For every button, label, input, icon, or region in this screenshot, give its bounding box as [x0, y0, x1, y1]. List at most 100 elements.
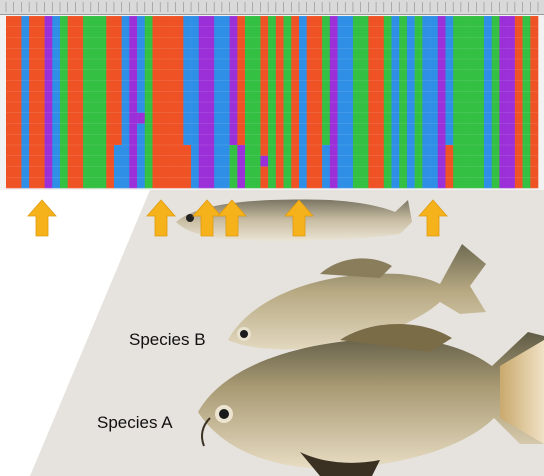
alignment-cell — [399, 59, 408, 71]
alignment-cell — [137, 112, 146, 124]
alignment-cell — [360, 155, 369, 167]
alignment-cell — [468, 91, 477, 103]
alignment-cell — [360, 37, 369, 49]
alignment-cell — [491, 69, 500, 81]
alignment-cell — [468, 59, 477, 71]
alignment-cell — [198, 155, 207, 167]
alignment-cell — [29, 91, 38, 103]
alignment-cell — [175, 26, 184, 38]
alignment-cell — [268, 177, 277, 189]
alignment-cell — [83, 134, 92, 146]
alignment-cell — [198, 123, 207, 135]
alignment-cell — [160, 16, 169, 28]
alignment-cell — [337, 102, 346, 114]
alignment-cell — [67, 16, 76, 28]
sequence-alignment — [0, 0, 544, 190]
alignment-cell — [237, 155, 246, 167]
alignment-cell — [260, 102, 269, 114]
alignment-cell — [399, 26, 408, 38]
alignment-cell — [514, 37, 523, 49]
alignment-cell — [376, 91, 385, 103]
alignment-cell — [507, 69, 516, 81]
fish-species-a — [198, 323, 544, 476]
alignment-cell — [106, 59, 115, 71]
alignment-cell — [260, 145, 269, 157]
alignment-cell — [445, 48, 454, 60]
alignment-cell — [90, 145, 99, 157]
alignment-cell — [283, 166, 292, 178]
alignment-cell — [437, 80, 446, 92]
alignment-cell — [491, 37, 500, 49]
alignment-cell — [67, 145, 76, 157]
alignment-cell — [83, 59, 92, 71]
alignment-cell — [491, 80, 500, 92]
alignment-cell — [44, 155, 53, 167]
alignment-cell — [514, 91, 523, 103]
alignment-cell — [191, 69, 200, 81]
alignment-cell — [113, 91, 122, 103]
alignment-cell — [90, 37, 99, 49]
alignment-cell — [268, 16, 277, 28]
alignment-cell — [530, 59, 539, 71]
alignment-cell — [445, 145, 454, 157]
alignment-cell — [275, 145, 284, 157]
alignment-cell — [445, 69, 454, 81]
alignment-cell — [121, 123, 130, 135]
alignment-cell — [36, 48, 45, 60]
alignment-cell — [298, 155, 307, 167]
alignment-cell — [144, 134, 153, 146]
alignment-cell — [90, 16, 99, 28]
alignment-cell — [83, 145, 92, 157]
alignment-cell — [291, 123, 300, 135]
alignment-cell — [522, 16, 531, 28]
alignment-cell — [237, 80, 246, 92]
alignment-cell — [283, 102, 292, 114]
alignment-cell — [484, 69, 493, 81]
alignment-cell — [29, 123, 38, 135]
alignment-cell — [507, 155, 516, 167]
alignment-cell — [175, 134, 184, 146]
alignment-cell — [59, 80, 68, 92]
alignment-cell — [460, 80, 469, 92]
alignment-cell — [6, 91, 15, 103]
alignment-cell — [129, 80, 138, 92]
alignment-cell — [368, 123, 377, 135]
alignment-cell — [129, 91, 138, 103]
alignment-cell — [306, 91, 315, 103]
alignment-cell — [329, 145, 338, 157]
alignment-cell — [52, 48, 61, 60]
alignment-cell — [306, 145, 315, 157]
alignment-cell — [507, 16, 516, 28]
alignment-cell — [106, 16, 115, 28]
alignment-cell — [252, 166, 261, 178]
alignment-cell — [298, 48, 307, 60]
alignment-cell — [507, 177, 516, 189]
alignment-cell — [291, 177, 300, 189]
alignment-cell — [376, 123, 385, 135]
alignment-cell — [75, 69, 84, 81]
alignment-cell — [306, 102, 315, 114]
alignment-cell — [476, 155, 485, 167]
alignment-cell — [491, 134, 500, 146]
alignment-cell — [306, 177, 315, 189]
alignment-cell — [414, 16, 423, 28]
alignment-cell — [13, 48, 22, 60]
alignment-cell — [206, 26, 215, 38]
alignment-cell — [198, 91, 207, 103]
alignment-cell — [260, 134, 269, 146]
alignment-cell — [13, 134, 22, 146]
alignment-cell — [252, 102, 261, 114]
alignment-cell — [422, 112, 431, 124]
alignment-cell — [252, 37, 261, 49]
alignment-cell — [183, 123, 192, 135]
alignment-cell — [522, 166, 531, 178]
alignment-cell — [152, 166, 161, 178]
alignment-cell — [83, 91, 92, 103]
alignment-cell — [514, 16, 523, 28]
alignment-cell — [198, 166, 207, 178]
alignment-cell — [430, 155, 439, 167]
alignment-cell — [21, 177, 30, 189]
alignment-cell — [98, 102, 107, 114]
alignment-cell — [160, 59, 169, 71]
